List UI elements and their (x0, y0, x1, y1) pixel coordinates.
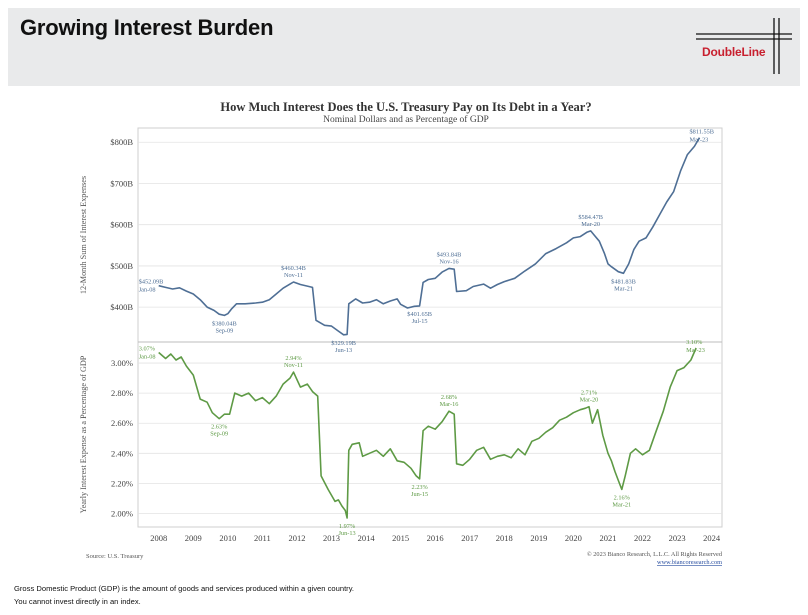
x-tick-label: 2010 (219, 533, 236, 543)
chart-copyright: © 2023 Bianco Research, L.L.C. All Right… (587, 551, 723, 558)
dollars-annotation-value: $493.84B (437, 251, 462, 258)
doubleline-logo-icon (696, 18, 792, 74)
footnote-gdp: Gross Domestic Product (GDP) is the amou… (14, 584, 355, 593)
dollars-annotation-value: $460.34B (281, 265, 306, 272)
dollars-annotation-date: Nov-11 (284, 272, 303, 279)
gdp-y-tick-label: 2.40% (111, 448, 133, 458)
x-tick-label: 2008 (150, 533, 167, 543)
gdp-annotation-value: 3.07% (139, 346, 156, 353)
gdp-annotation-date: Nov-11 (284, 362, 303, 369)
dollars-annotation-date: Nov-16 (439, 258, 458, 265)
gdp-annotation-value: 2.16% (614, 494, 631, 501)
gdp-y-axis-label: Yearly Interest Expense as a Percentage … (79, 355, 88, 513)
dollars-annotation-value: $811.55B (690, 129, 714, 136)
x-tick-label: 2014 (358, 533, 376, 543)
dollars-y-tick-label: $400B (110, 302, 133, 312)
x-tick-label: 2021 (599, 533, 616, 543)
gdp-y-tick-label: 2.20% (111, 478, 133, 488)
x-tick-label: 2015 (392, 533, 409, 543)
x-tick-label: 2012 (288, 533, 305, 543)
gdp-y-tick-label: 2.60% (111, 418, 133, 428)
gdp-annotation-date: Jun-13 (338, 530, 355, 537)
chart-title: How Much Interest Does the U.S. Treasury… (220, 100, 592, 114)
dollars-annotation-value: $584.47B (578, 214, 603, 221)
gdp-y-tick-label: 3.00% (111, 358, 133, 368)
x-tick-label: 2023 (669, 533, 686, 543)
header-bar: Growing Interest Burden DoubleLine (8, 8, 800, 86)
gdp-annotation-value: 2.94% (285, 355, 302, 362)
dollars-y-tick-label: $500B (110, 261, 133, 271)
gdp-annotation-value: 3.10% (686, 339, 703, 346)
dollars-annotation-date: Mar-20 (581, 221, 600, 228)
dollars-annotation-date: Mar-23 (690, 137, 709, 144)
dollars-annotation-value: $329.19B (331, 340, 356, 347)
gdp-annotation-value: 1.97% (339, 523, 356, 530)
page-title: Growing Interest Burden (20, 15, 274, 40)
gdp-y-tick-label: 2.00% (111, 508, 133, 518)
chart-container: $400B $500B $600B $700B $800B 12-Month Sum of… (76, 96, 736, 576)
x-tick-label: 2016 (427, 533, 444, 543)
x-tick-label: 2013 (323, 533, 340, 543)
dollars-annotation-date: Sep-09 (215, 327, 233, 334)
x-tick-label: 2024 (703, 533, 721, 543)
dollars-annotation-date: Jan-08 (139, 287, 156, 294)
gdp-y-tick-label: 2.80% (111, 388, 133, 398)
gdp-annotation-date: Mar-23 (686, 347, 705, 354)
plot-frame (137, 127, 723, 528)
logo-text: DoubleLine (702, 45, 766, 59)
dollars-y-axis-label: 12-Month Sum of Interest Expenses (79, 176, 88, 294)
dollars-y-tick-label: $800B (110, 137, 133, 147)
chart-source: Source: U.S. Treasury (86, 553, 144, 560)
gdp-annotation-value: 2.71% (581, 390, 598, 397)
x-tick-label: 2009 (185, 533, 202, 543)
x-tick-label: 2022 (634, 533, 651, 543)
gdp-annotation-value: 2.68% (441, 394, 458, 401)
gdp-annotation-date: Jan-08 (139, 354, 156, 361)
dollars-annotation-value: $452.09B (139, 279, 164, 286)
gdp-annotation-date: Jun-15 (411, 491, 428, 498)
dollars-series-line (158, 137, 701, 336)
chart-website-link: www.biancoresearch.com (657, 559, 722, 566)
gdp-annotation-date: Sep-09 (210, 431, 228, 438)
x-tick-label: 2020 (565, 533, 582, 543)
dollars-annotation-value: $481.83B (611, 278, 636, 285)
dollars-annotation-date: Jun-13 (335, 347, 352, 354)
gdp-annotation-date: Mar-20 (580, 397, 599, 404)
x-tick-label: 2018 (496, 533, 513, 543)
x-tick-label: 2017 (461, 533, 478, 543)
gdp-annotation-value: 2.63% (211, 424, 228, 431)
dollars-annotation-value: $401.65B (407, 311, 432, 318)
dollars-y-tick-label: $700B (110, 178, 133, 188)
dollars-y-tick-label: $600B (110, 220, 133, 230)
chart-subtitle: Nominal Dollars and as Percentage of GDP (323, 115, 489, 125)
x-tick-label: 2019 (530, 533, 547, 543)
gdp-annotation-value: 2.23% (412, 484, 429, 491)
x-tick-label: 2011 (254, 533, 271, 543)
footnote-disclaimer: You cannot invest directly in an index. (14, 597, 141, 606)
dollars-annotation-date: Mar-21 (614, 285, 633, 292)
gdp-annotation-date: Mar-21 (612, 501, 631, 508)
dollars-annotation-date: Jul-15 (412, 318, 428, 325)
interest-chart: $400B $500B $600B $700B $800B 12-Month Sum of… (79, 127, 723, 566)
dollars-annotation-value: $380.04B (212, 320, 237, 327)
gdp-series-line (158, 347, 697, 519)
gdp-annotation-date: Mar-16 (440, 401, 459, 408)
